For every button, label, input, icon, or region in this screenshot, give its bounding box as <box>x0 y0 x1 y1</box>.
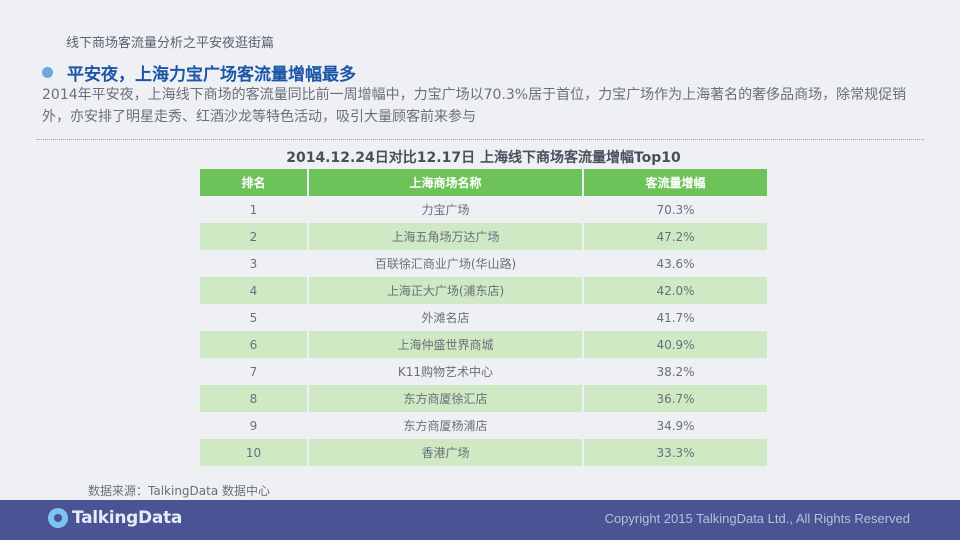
rank-cell: 2 <box>200 223 309 250</box>
growth-cell: 42.0% <box>583 277 767 304</box>
rank-cell: 7 <box>200 358 309 385</box>
table-row: 1 力宝广场 70.3% <box>200 196 767 223</box>
growth-cell: 40.9% <box>583 331 767 358</box>
bullet-icon <box>42 67 53 78</box>
mall-name-cell: 东方商厦徐汇店 <box>308 385 584 412</box>
ranking-table: 排名 上海商场名称 客流量增幅 1 力宝广场 70.3% 2 上海五角场万达广场… <box>200 169 767 466</box>
rank-cell: 3 <box>200 250 309 277</box>
growth-cell: 36.7% <box>583 385 767 412</box>
page-header-title: 线下商场客流量分析之平安夜逛街篇 <box>66 36 275 51</box>
headline: 平安夜，上海力宝广场客流量增幅最多 <box>42 60 356 85</box>
talkingdata-logo-icon <box>48 508 68 528</box>
growth-cell: 43.6% <box>583 250 767 277</box>
table-row: 4 上海正大广场(浦东店) 42.0% <box>200 277 767 304</box>
mall-name-cell: 百联徐汇商业广场(华山路) <box>308 250 584 277</box>
growth-cell: 47.2% <box>583 223 767 250</box>
mall-name-cell: 上海五角场万达广场 <box>308 223 584 250</box>
rank-cell: 10 <box>200 439 309 466</box>
table-title: 2014.12.24日对比12.17日 上海线下商场客流量增幅Top10 <box>286 150 681 166</box>
rank-cell: 8 <box>200 385 309 412</box>
table-header-row: 排名 上海商场名称 客流量增幅 <box>200 169 767 196</box>
footer-bar: TalkingData Copyright 2015 TalkingData L… <box>0 500 960 540</box>
mall-name-cell: 香港广场 <box>308 439 584 466</box>
growth-cell: 70.3% <box>583 196 767 223</box>
mall-name-cell: 力宝广场 <box>308 196 584 223</box>
mall-name-cell: 上海正大广场(浦东店) <box>308 277 584 304</box>
rank-cell: 4 <box>200 277 309 304</box>
copyright-text: Copyright 2015 TalkingData Ltd., All Rig… <box>604 511 910 526</box>
rank-cell: 6 <box>200 331 309 358</box>
data-source-note: 数据来源：TalkingData 数据中心 <box>88 484 271 498</box>
table-row: 5 外滩名店 41.7% <box>200 304 767 331</box>
table-row: 9 东方商厦杨浦店 34.9% <box>200 412 767 439</box>
table-row: 7 K11购物艺术中心 38.2% <box>200 358 767 385</box>
mall-name-cell: K11购物艺术中心 <box>308 358 584 385</box>
headline-text: 平安夜，上海力宝广场客流量增幅最多 <box>67 65 356 85</box>
growth-cell: 41.7% <box>583 304 767 331</box>
table-row: 6 上海仲盛世界商城 40.9% <box>200 331 767 358</box>
growth-cell: 38.2% <box>583 358 767 385</box>
growth-cell: 33.3% <box>583 439 767 466</box>
column-header-mall-name: 上海商场名称 <box>308 169 584 196</box>
table-row: 10 香港广场 33.3% <box>200 439 767 466</box>
rank-cell: 9 <box>200 412 309 439</box>
logo-text: TalkingData <box>72 508 182 528</box>
table-row: 2 上海五角场万达广场 47.2% <box>200 223 767 250</box>
mall-name-cell: 东方商厦杨浦店 <box>308 412 584 439</box>
mall-name-cell: 外滩名店 <box>308 304 584 331</box>
column-header-growth: 客流量增幅 <box>583 169 767 196</box>
table-row: 8 东方商厦徐汇店 36.7% <box>200 385 767 412</box>
rank-cell: 5 <box>200 304 309 331</box>
description-text: 2014年平安夜，上海线下商场的客流量同比前一周增幅中，力宝广场以70.3%居于… <box>42 87 907 125</box>
table-row: 3 百联徐汇商业广场(华山路) 43.6% <box>200 250 767 277</box>
talkingdata-logo: TalkingData <box>48 508 182 528</box>
mall-name-cell: 上海仲盛世界商城 <box>308 331 584 358</box>
dotted-divider <box>36 139 924 140</box>
rank-cell: 1 <box>200 196 309 223</box>
column-header-rank: 排名 <box>200 169 309 196</box>
growth-cell: 34.9% <box>583 412 767 439</box>
